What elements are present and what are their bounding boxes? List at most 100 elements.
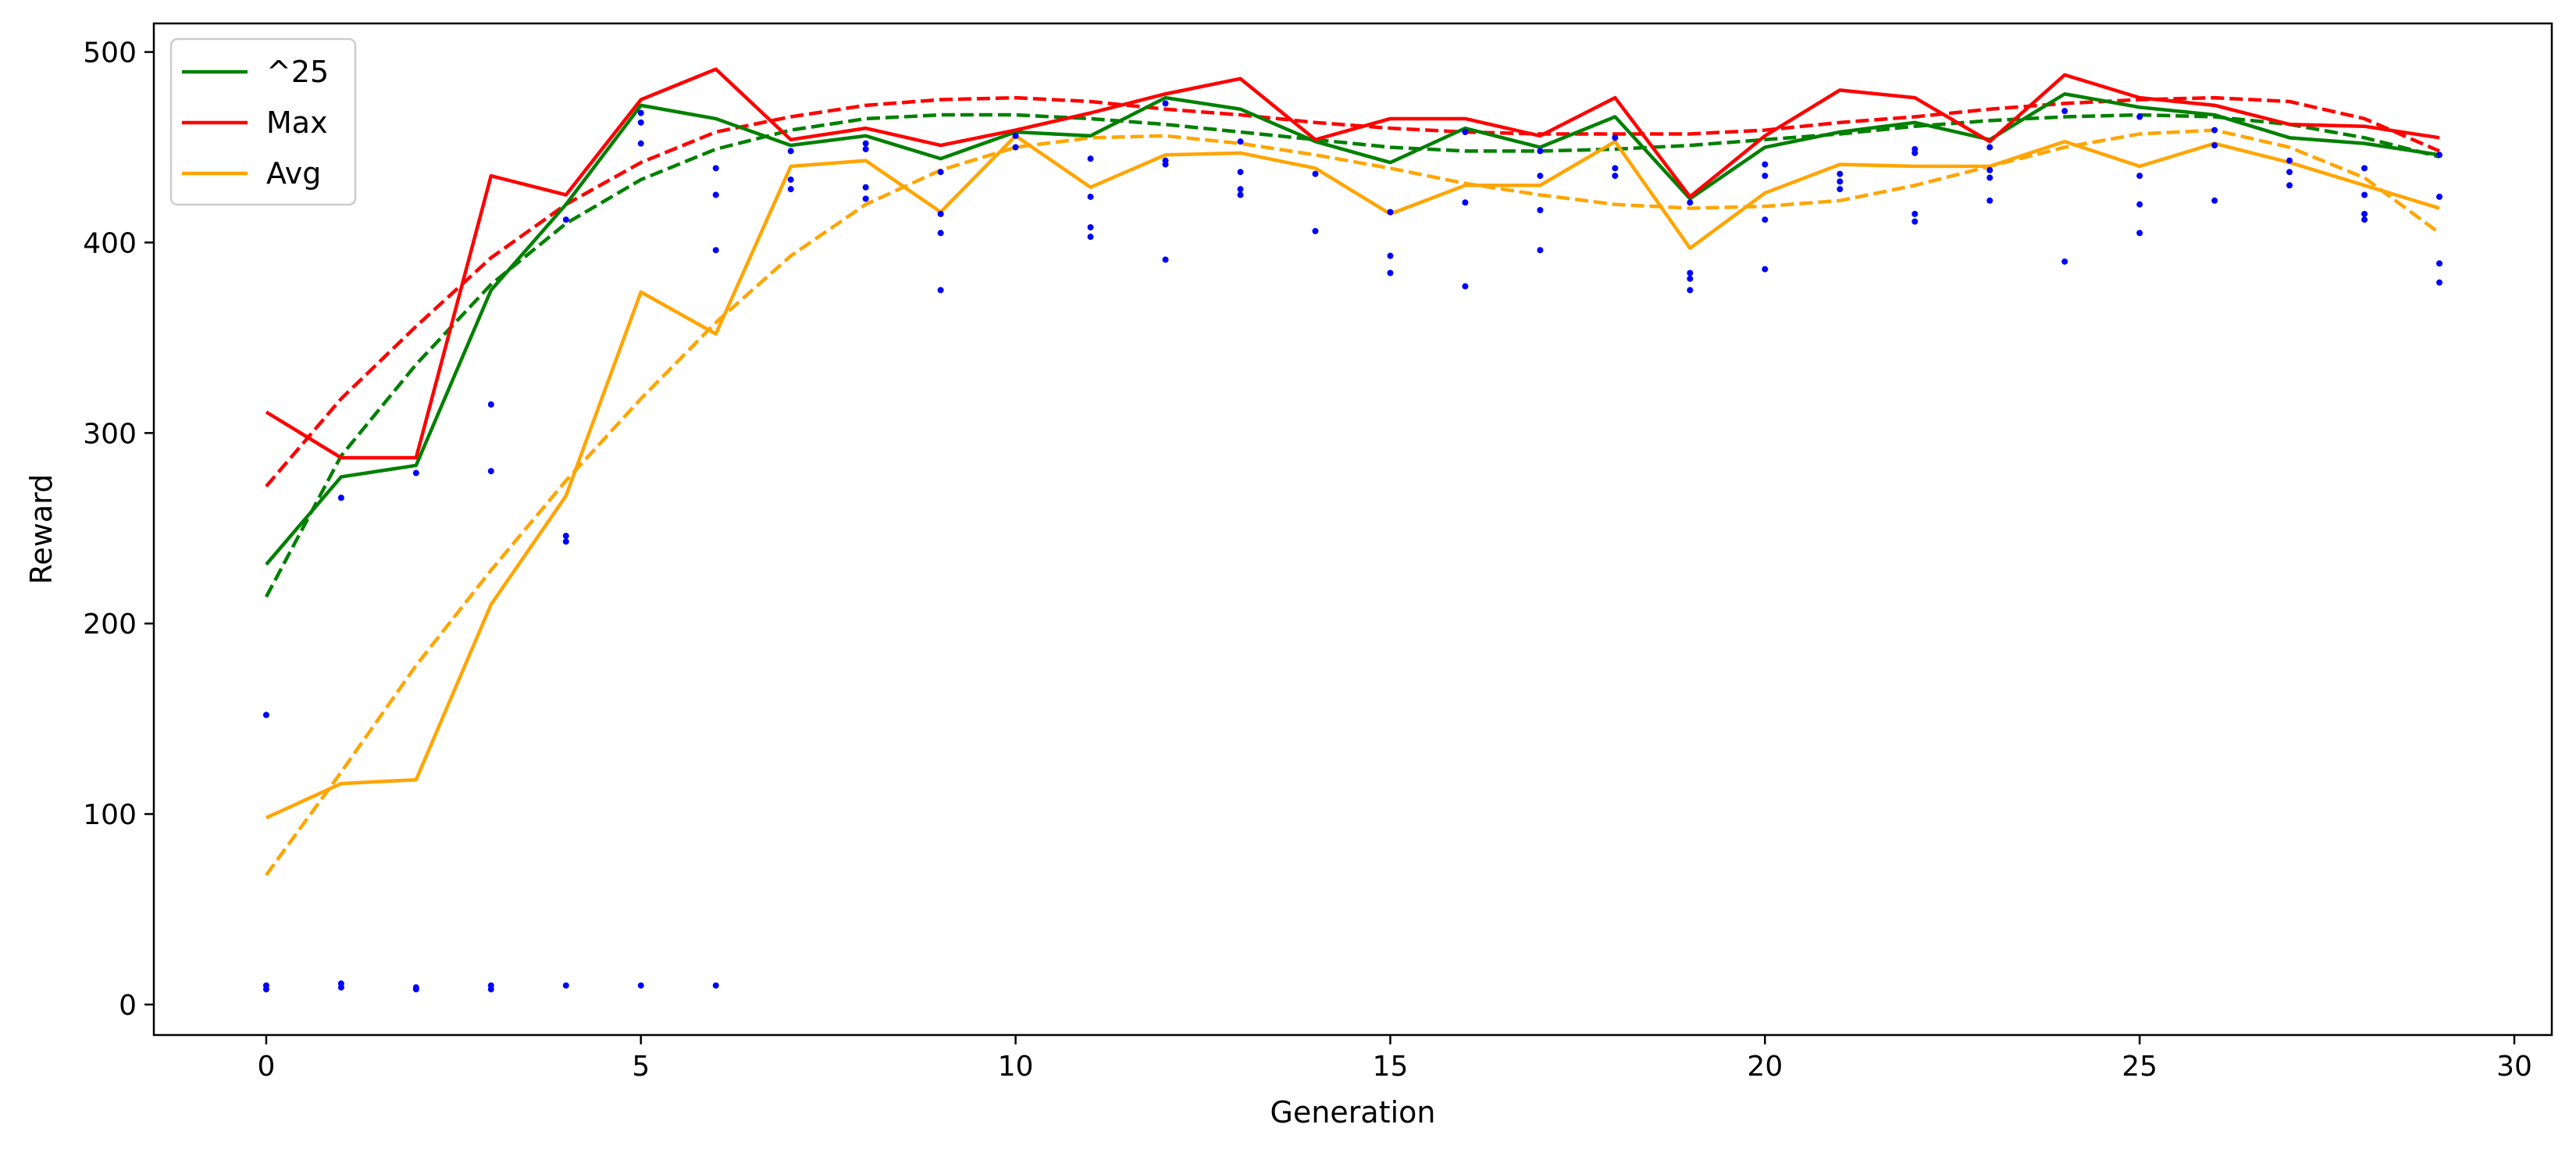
scatter-point — [862, 184, 869, 191]
scatter-point — [2136, 173, 2143, 180]
scatter-point — [1087, 193, 1094, 200]
series-line-25 — [265, 91, 2440, 566]
scatter-point — [1012, 132, 1019, 139]
scatter-point — [2061, 108, 2068, 115]
scatter-point — [1012, 144, 1019, 151]
scatter-point — [2286, 157, 2293, 164]
x-axis: 0 5 10 15 20 25 30 — [258, 1035, 2532, 1083]
series-lines — [265, 67, 2440, 820]
x-tick-label: 30 — [2496, 1051, 2532, 1083]
scatter-point — [2361, 216, 2368, 223]
scatter-point — [562, 982, 569, 989]
legend-label: ^25 — [266, 55, 329, 89]
scatter-point — [1762, 173, 1769, 180]
scatter-points — [262, 100, 2443, 993]
scatter-point — [1837, 178, 1844, 185]
scatter-point — [1237, 169, 1244, 176]
scatter-point — [562, 538, 569, 545]
scatter-point — [2211, 142, 2218, 149]
scatter-point — [2436, 152, 2443, 159]
y-axis-label: Reward — [24, 474, 59, 585]
scatter-point — [1087, 234, 1094, 241]
scatter-point — [862, 140, 869, 147]
scatter-point — [1687, 269, 1694, 277]
scatter-point — [1162, 100, 1169, 107]
scatter-point — [1986, 144, 1993, 151]
y-tick-label: 400 — [83, 227, 137, 259]
scatter-point — [1612, 165, 1619, 172]
y-tick-label: 500 — [83, 37, 137, 70]
scatter-point — [1312, 170, 1319, 177]
scatter-point — [637, 982, 644, 989]
scatter-point — [1687, 287, 1694, 294]
y-axis: 0 100 200 300 400 500 — [83, 37, 154, 1022]
scatter-point — [1612, 134, 1619, 141]
plot-area — [262, 67, 2443, 993]
scatter-point — [1237, 138, 1244, 145]
scatter-point — [487, 401, 494, 408]
scatter-point — [937, 169, 944, 176]
y-tick-label: 100 — [83, 799, 137, 831]
scatter-point — [862, 145, 869, 152]
scatter-point — [2361, 165, 2368, 172]
scatter-point — [1912, 218, 1919, 225]
scatter-point — [1537, 247, 1544, 254]
x-tick-label: 10 — [998, 1051, 1034, 1083]
scatter-point — [1312, 227, 1319, 234]
scatter-point — [2436, 260, 2443, 267]
scatter-point — [337, 984, 344, 991]
scatter-point — [1687, 199, 1694, 206]
scatter-point — [1387, 209, 1394, 216]
scatter-point — [1837, 186, 1844, 193]
scatter-point — [1687, 275, 1694, 282]
scatter-point — [2286, 169, 2293, 176]
scatter-point — [337, 494, 344, 501]
scatter-point — [2136, 230, 2143, 237]
scatter-point — [1986, 174, 1993, 181]
scatter-point — [487, 468, 494, 475]
scatter-point — [2136, 113, 2143, 120]
x-tick-label: 0 — [258, 1051, 276, 1083]
scatter-point — [787, 186, 794, 193]
legend-label: Avg — [266, 156, 321, 191]
x-axis-label: Generation — [1270, 1095, 1436, 1130]
plot-frame — [152, 22, 2553, 1037]
scatter-point — [937, 287, 944, 294]
scatter-point — [712, 165, 719, 172]
scatter-point — [1237, 191, 1244, 198]
scatter-point — [1162, 256, 1169, 263]
scatter-point — [1837, 170, 1844, 177]
scatter-point — [2361, 210, 2368, 217]
legend-label: Max — [266, 105, 328, 140]
scatter-point — [712, 191, 719, 198]
series-line-avg — [265, 134, 2440, 820]
scatter-point — [1762, 161, 1769, 168]
scatter-point — [1537, 173, 1544, 180]
scatter-point — [2436, 279, 2443, 286]
scatter-point — [2211, 127, 2218, 134]
scatter-point — [412, 986, 419, 993]
scatter-point — [2211, 197, 2218, 204]
x-tick-label: 15 — [1373, 1051, 1409, 1083]
scatter-point — [712, 247, 719, 254]
scatter-point — [862, 195, 869, 202]
scatter-point — [937, 210, 944, 217]
scatter-point — [1462, 283, 1469, 290]
scatter-point — [1986, 197, 1993, 204]
scatter-point — [937, 230, 944, 237]
scatter-point — [1462, 199, 1469, 206]
scatter-point — [1537, 207, 1544, 214]
scatter-point — [1912, 149, 1919, 156]
scatter-point — [2361, 191, 2368, 198]
scatter-point — [2286, 182, 2293, 189]
scatter-point — [2136, 201, 2143, 208]
scatter-point — [1912, 210, 1919, 217]
y-tick-label: 300 — [83, 418, 137, 450]
scatter-point — [1162, 161, 1169, 168]
scatter-point — [1387, 269, 1394, 277]
scatter-point — [1462, 129, 1469, 136]
scatter-point — [562, 533, 569, 540]
scatter-point — [1387, 252, 1394, 259]
